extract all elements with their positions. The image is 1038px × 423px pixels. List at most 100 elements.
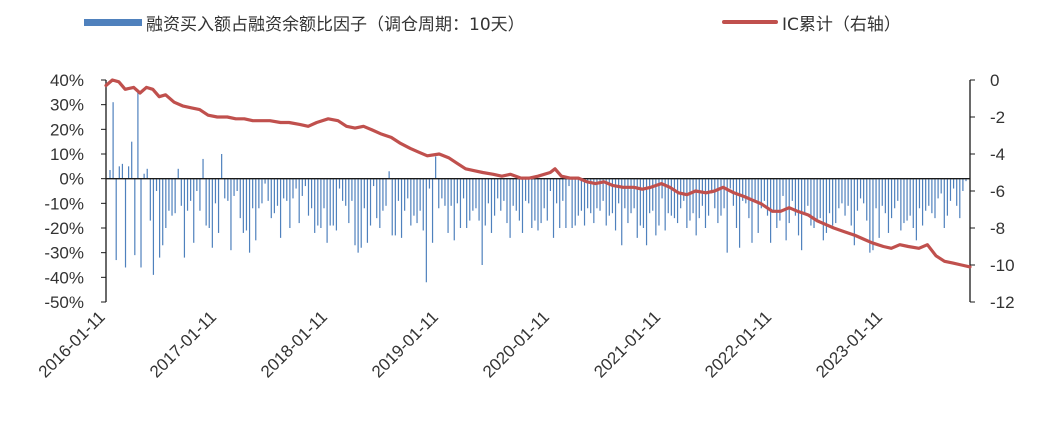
bar bbox=[593, 178, 595, 224]
bar bbox=[531, 178, 533, 228]
bar bbox=[134, 178, 136, 256]
bar bbox=[304, 178, 306, 187]
bar bbox=[469, 178, 471, 221]
bar bbox=[413, 178, 415, 216]
bar bbox=[884, 178, 886, 214]
bar bbox=[602, 178, 604, 201]
bar bbox=[763, 178, 766, 201]
bar-series bbox=[109, 92, 967, 283]
bar bbox=[131, 141, 133, 179]
bar bbox=[909, 178, 911, 216]
bar bbox=[193, 178, 195, 243]
bar bbox=[655, 178, 657, 236]
bar bbox=[813, 178, 815, 228]
bar bbox=[338, 178, 341, 189]
bar bbox=[692, 178, 694, 214]
bar bbox=[450, 178, 452, 206]
bar bbox=[512, 178, 514, 206]
bar bbox=[332, 178, 334, 226]
bar bbox=[689, 178, 691, 221]
legend-line-item: IC累计（右轴） bbox=[722, 8, 901, 36]
legend-bar-item: 融资买入额占融资余额比因子（调仓周期：10天） bbox=[84, 8, 525, 36]
bar bbox=[503, 178, 505, 201]
bar bbox=[490, 178, 493, 233]
bar bbox=[453, 178, 455, 241]
left-tick-label: -50% bbox=[44, 293, 84, 312]
bar bbox=[422, 178, 424, 231]
bar bbox=[667, 178, 669, 214]
right-tick-label: 0 bbox=[990, 71, 999, 90]
bar bbox=[475, 178, 477, 209]
bar bbox=[140, 178, 142, 268]
bar bbox=[704, 178, 707, 228]
bar bbox=[556, 178, 558, 204]
bar bbox=[258, 178, 260, 209]
bar bbox=[915, 178, 917, 241]
bar bbox=[186, 178, 189, 211]
bar bbox=[577, 178, 579, 216]
bar bbox=[661, 178, 663, 199]
right-tick-label: -8 bbox=[990, 219, 1005, 238]
bar bbox=[217, 178, 220, 233]
bar bbox=[137, 92, 139, 179]
ic-cumulative-line bbox=[104, 78, 972, 269]
bar bbox=[583, 178, 586, 226]
bar bbox=[534, 178, 536, 221]
bar bbox=[373, 178, 375, 187]
bar bbox=[937, 178, 939, 199]
bar bbox=[698, 178, 700, 219]
bar bbox=[804, 178, 806, 214]
bar bbox=[404, 178, 406, 211]
x-tick-label: 2023-01-11 bbox=[812, 307, 886, 381]
bar bbox=[342, 178, 344, 201]
bar bbox=[738, 178, 741, 248]
bar bbox=[599, 178, 601, 211]
bar bbox=[245, 178, 248, 231]
bar bbox=[394, 178, 396, 236]
bar bbox=[546, 178, 548, 221]
bar bbox=[286, 178, 288, 201]
bar bbox=[317, 178, 319, 226]
bar bbox=[853, 178, 855, 246]
bar bbox=[310, 178, 313, 209]
bar bbox=[152, 178, 155, 275]
bar bbox=[354, 178, 356, 246]
x-tick-label: 2016-01-11 bbox=[35, 307, 109, 381]
bar bbox=[112, 102, 114, 179]
bar bbox=[400, 178, 403, 238]
bar bbox=[214, 178, 217, 204]
bar bbox=[627, 178, 629, 224]
bar bbox=[735, 178, 738, 228]
bar bbox=[856, 178, 859, 211]
bar bbox=[835, 178, 837, 224]
bar bbox=[825, 178, 828, 233]
x-tick-label: 2021-01-11 bbox=[590, 307, 664, 381]
bar bbox=[360, 178, 362, 248]
bar bbox=[782, 178, 784, 196]
bar bbox=[509, 178, 511, 238]
bar bbox=[931, 178, 933, 214]
bar bbox=[900, 178, 902, 231]
bar bbox=[658, 178, 660, 226]
left-tick-label: -10% bbox=[44, 194, 84, 213]
bar bbox=[673, 178, 676, 219]
bar bbox=[357, 178, 359, 253]
bar bbox=[779, 178, 781, 221]
bar bbox=[270, 178, 272, 219]
bar bbox=[810, 178, 812, 226]
bar bbox=[524, 178, 527, 201]
bar bbox=[159, 178, 161, 258]
bar bbox=[596, 178, 598, 209]
bar bbox=[447, 178, 449, 233]
bar bbox=[676, 178, 679, 224]
bar bbox=[934, 178, 936, 219]
bar bbox=[155, 178, 158, 191]
bar bbox=[292, 178, 294, 199]
bar bbox=[301, 178, 303, 196]
bar bbox=[428, 178, 431, 189]
bar bbox=[180, 178, 182, 206]
bar bbox=[720, 178, 722, 216]
bar bbox=[379, 178, 381, 228]
left-tick-label: 20% bbox=[50, 120, 84, 139]
